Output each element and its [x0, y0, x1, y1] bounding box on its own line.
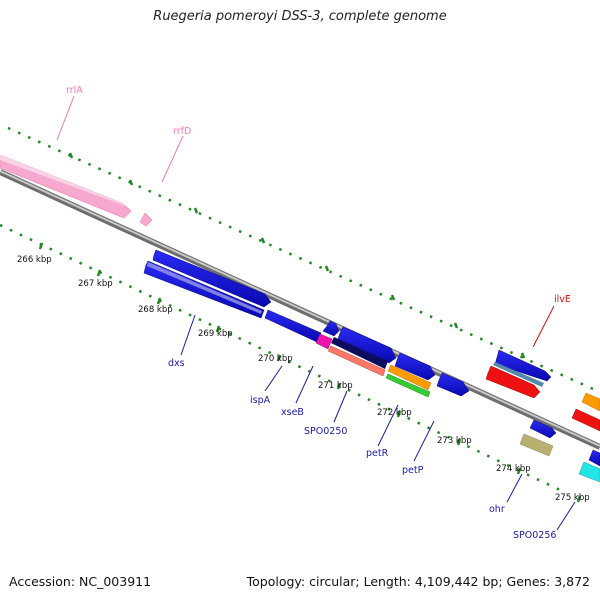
scale-label-273: 273 kbp [437, 436, 472, 446]
scale-label-275: 275 kbp [555, 493, 590, 503]
cds-feature-10 [571, 408, 600, 432]
cds-feature-4 [394, 352, 436, 381]
scale-label-267: 267 kbp [78, 279, 113, 289]
cds-feature-spo0256 [578, 461, 600, 483]
gene-label-rrfD: rrfD [173, 126, 191, 137]
rrna-feature-rrlA [0, 154, 132, 219]
scale-label-266: 266 kbp [17, 255, 52, 265]
scale-label-274: 274 kbp [496, 464, 531, 474]
gene-label-xseB: xseB [281, 407, 304, 418]
cds-feature-7 [493, 362, 544, 387]
map-title: Ruegeria pomeroyi DSS-3, complete genome [153, 9, 447, 24]
rrna-feature-rrfD [139, 212, 153, 227]
cds-feature-ohr [519, 433, 554, 457]
cds-feature-9 [581, 392, 600, 412]
cds-feature-8 [485, 365, 541, 399]
gene-label-dxs: dxs [168, 358, 185, 369]
cds-feature-2 [322, 320, 340, 337]
gene-label-rrlA: rrlA [66, 85, 83, 96]
cds-feature-petR [387, 364, 432, 391]
cds-feature-dxs-highlight [147, 262, 262, 314]
cds-row-forward [152, 249, 600, 432]
gene-label-ispA: ispA [250, 395, 271, 406]
cds-feature-1 [152, 249, 272, 308]
cds-feature-5 [436, 372, 470, 397]
gene-label-ilvE: ilvE [554, 294, 571, 305]
cds-feature-ispA [264, 309, 322, 343]
outer-tick-ring [7, 126, 600, 394]
scale-label-269: 269 kbp [198, 329, 233, 339]
cds-feature-xseB [315, 333, 333, 350]
gene-label-petP: petP [402, 465, 424, 476]
inner-major-ticks [38, 242, 582, 503]
cds-row-reverse [143, 260, 600, 483]
genome-backbone [0, 169, 600, 450]
cds-feature-spo0250 [331, 337, 388, 369]
scale-label-271: 271 kbp [318, 381, 353, 391]
outer-major-ticks [68, 152, 526, 359]
cds-feature-row2-a [529, 419, 557, 439]
topology-label: Topology: circular; Length: 4,109,442 bp… [246, 574, 590, 589]
label-leaders [56, 95, 576, 531]
scale-label-270: 270 kbp [258, 354, 293, 364]
cds-feature-row2-b [588, 449, 600, 467]
cds-feature-spo0250-b [327, 345, 386, 377]
gene-label-SPO0256: SPO0256 [513, 530, 556, 541]
scale-label-268: 268 kbp [138, 305, 173, 315]
cds-feature-petP [385, 373, 431, 398]
gene-label-petR: petR [366, 448, 389, 459]
gene-label-SPO0250: SPO0250 [304, 426, 347, 437]
gene-label-ohr: ohr [489, 504, 505, 515]
accession-label: Accession: NC_003911 [9, 574, 152, 589]
